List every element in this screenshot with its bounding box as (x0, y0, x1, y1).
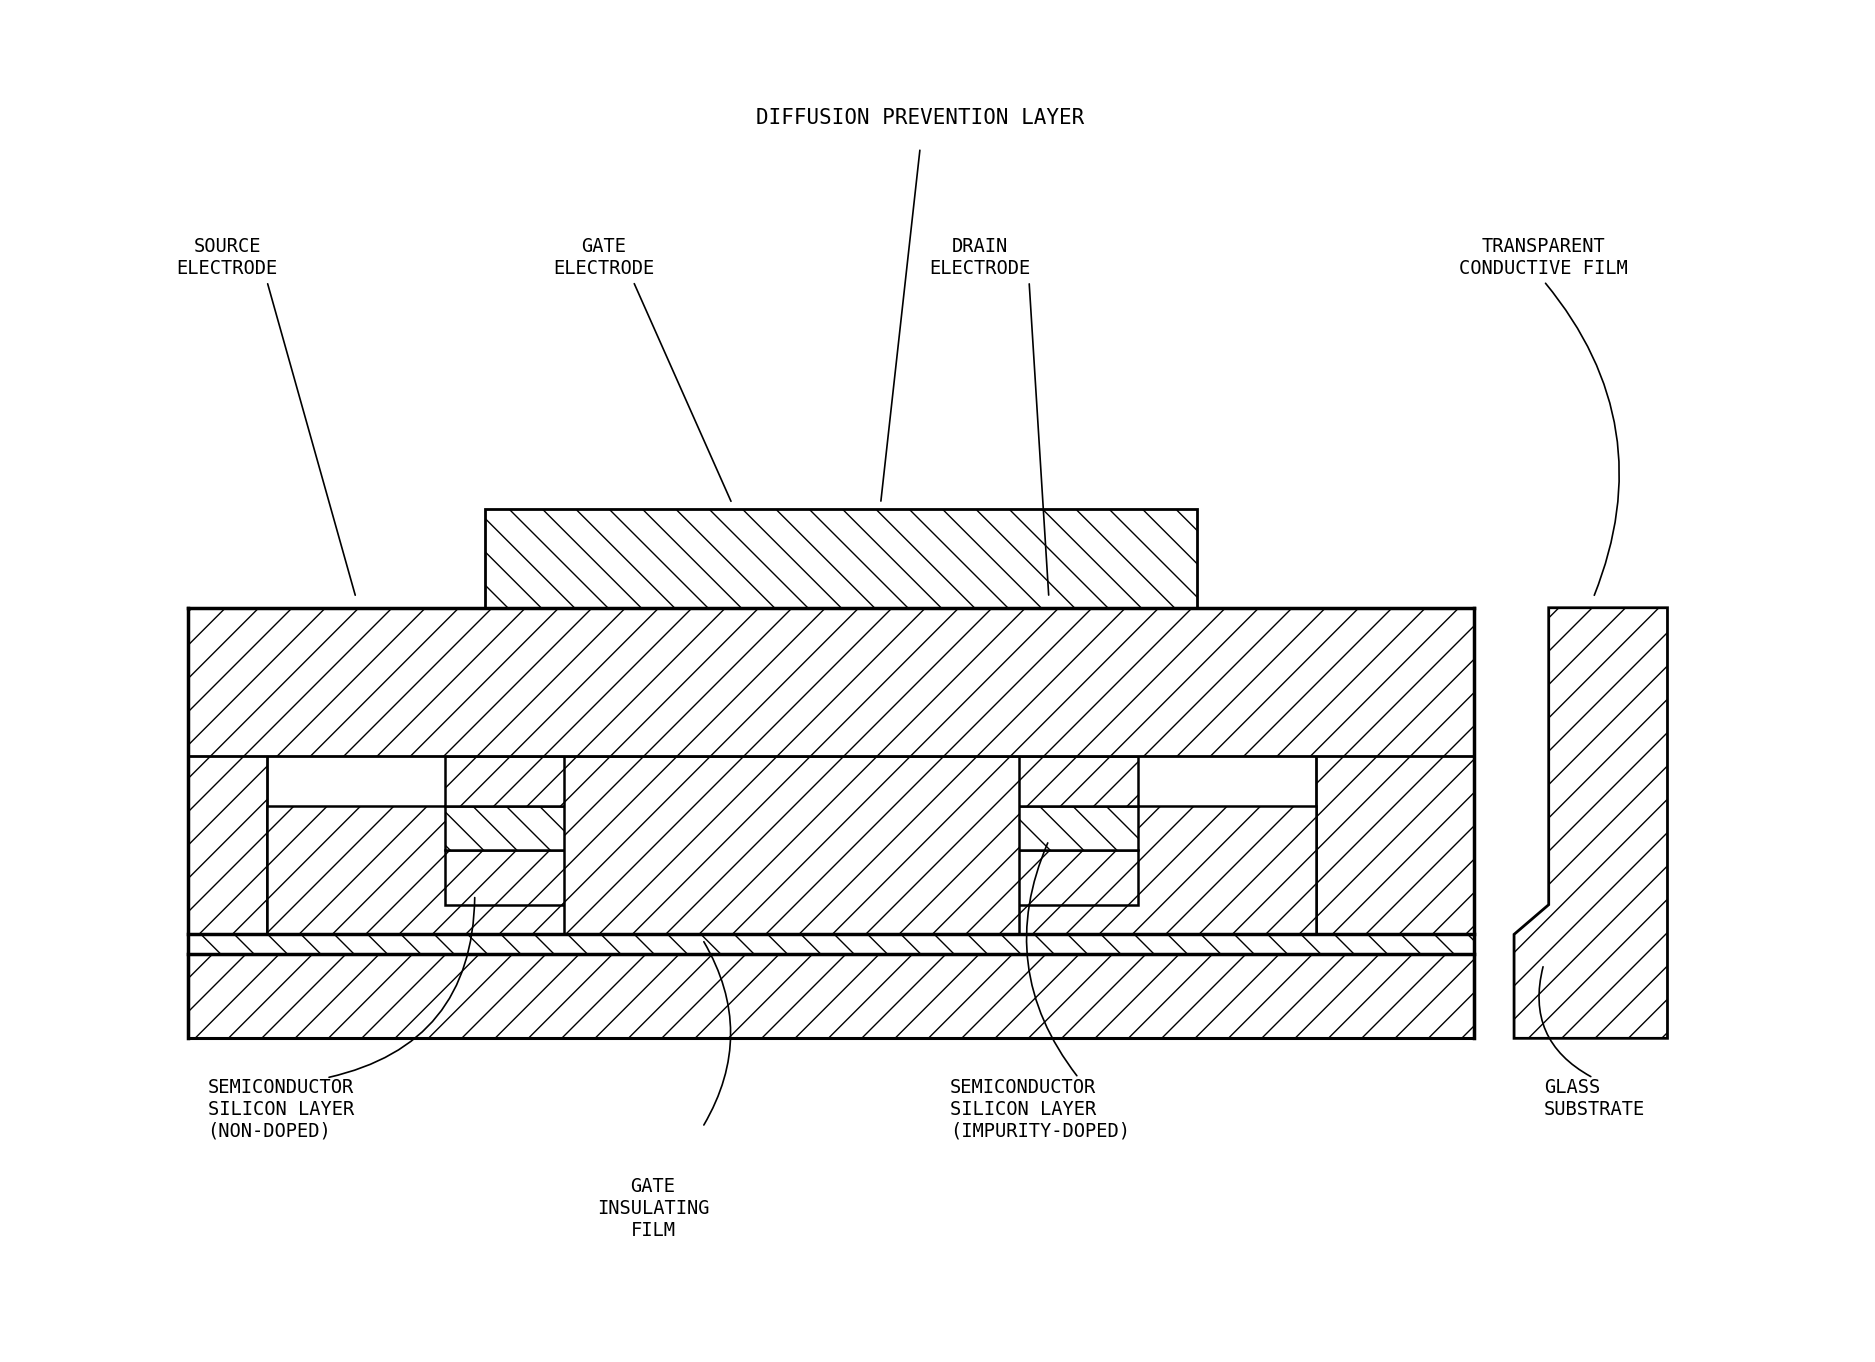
Polygon shape (564, 756, 1020, 934)
Text: GATE
ELECTRODE: GATE ELECTRODE (553, 237, 654, 278)
Polygon shape (1513, 607, 1667, 1038)
Polygon shape (444, 806, 703, 850)
Polygon shape (444, 904, 1138, 934)
Polygon shape (188, 607, 1474, 756)
Polygon shape (188, 955, 1474, 1038)
Text: SEMICONDUCTOR
SILICON LAYER
(NON-DOPED): SEMICONDUCTOR SILICON LAYER (NON-DOPED) (208, 1077, 354, 1141)
Text: TRANSPARENT
CONDUCTIVE FILM: TRANSPARENT CONDUCTIVE FILM (1459, 237, 1628, 278)
Text: SEMICONDUCTOR
SILICON LAYER
(IMPURITY-DOPED): SEMICONDUCTOR SILICON LAYER (IMPURITY-DO… (951, 1077, 1131, 1141)
Polygon shape (484, 509, 1198, 607)
Text: GLASS
SUBSTRATE: GLASS SUBSTRATE (1543, 1077, 1644, 1120)
Polygon shape (188, 607, 266, 934)
Polygon shape (444, 756, 703, 806)
Polygon shape (1316, 607, 1474, 934)
Polygon shape (266, 806, 703, 934)
Text: GATE
INSULATING
FILM: GATE INSULATING FILM (596, 1177, 709, 1239)
Text: DRAIN
ELECTRODE: DRAIN ELECTRODE (928, 237, 1029, 278)
Polygon shape (881, 806, 1316, 934)
Text: DIFFUSION PREVENTION LAYER: DIFFUSION PREVENTION LAYER (756, 108, 1084, 128)
Polygon shape (881, 756, 1138, 806)
Polygon shape (881, 806, 1138, 850)
Polygon shape (188, 934, 1474, 955)
Text: SOURCE
ELECTRODE: SOURCE ELECTRODE (176, 237, 278, 278)
Polygon shape (444, 850, 1138, 904)
